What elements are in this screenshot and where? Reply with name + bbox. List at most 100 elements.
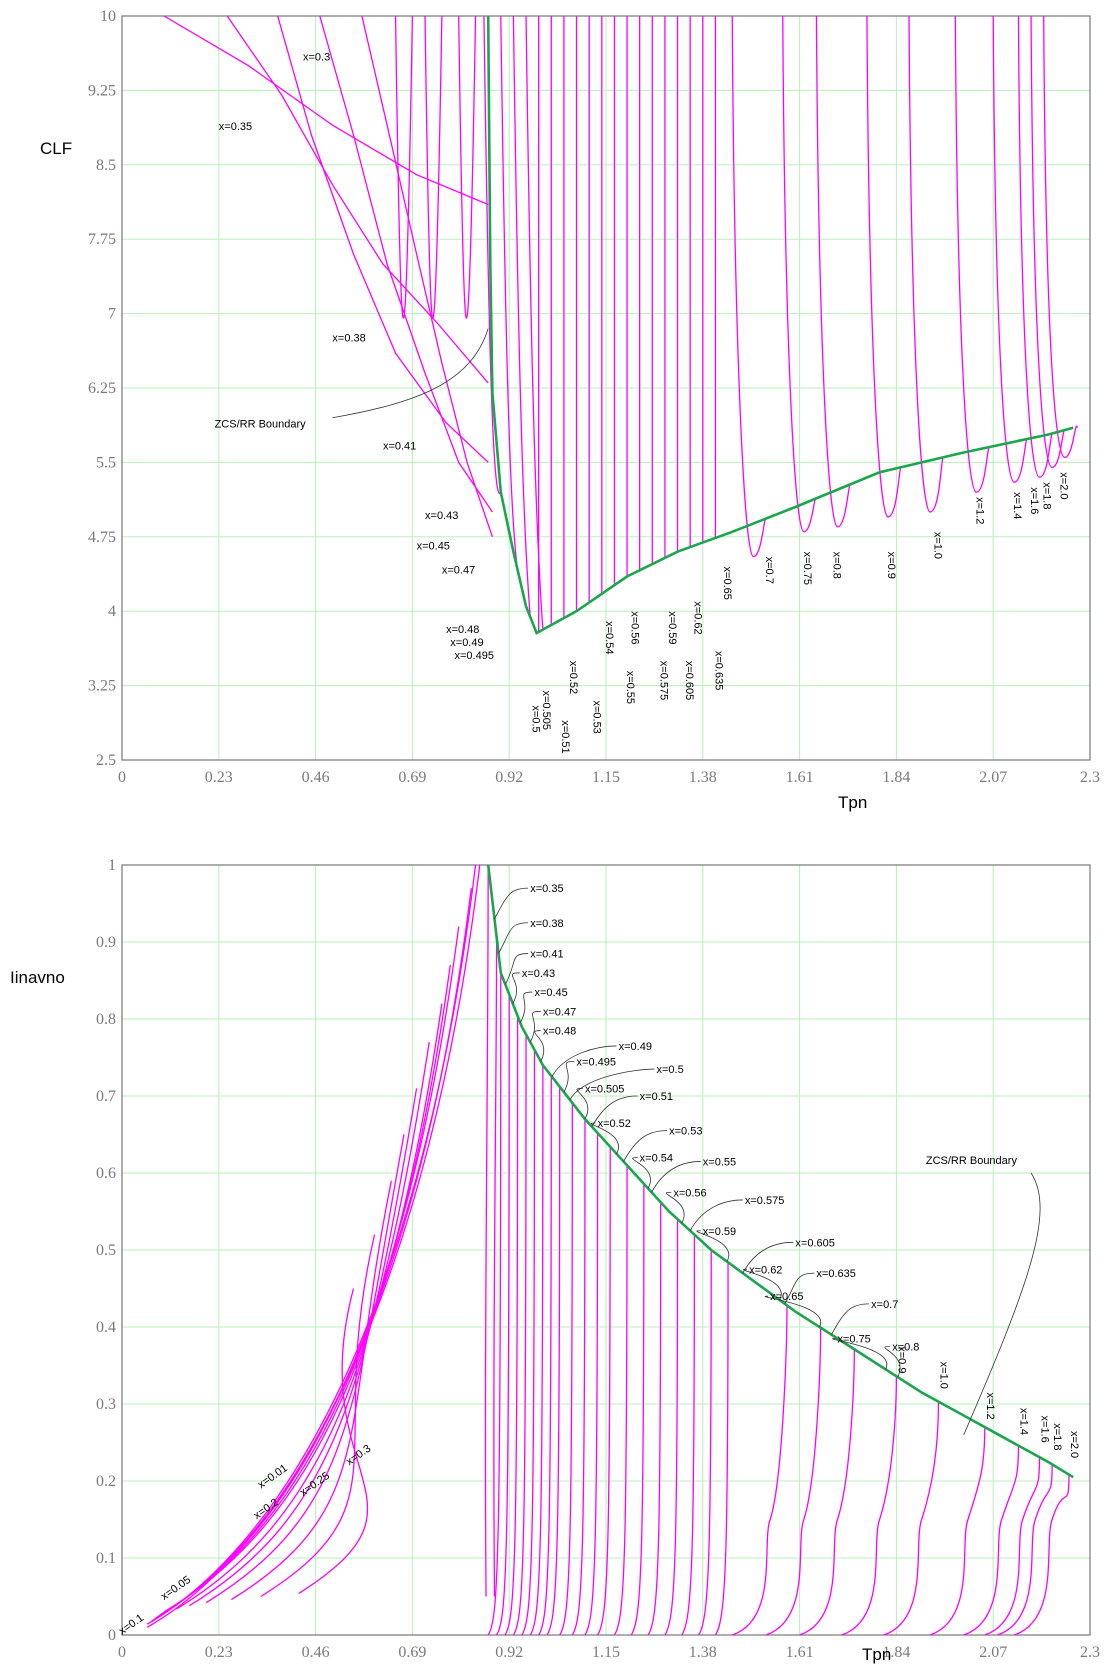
iinavno-label-leader	[563, 1060, 575, 1093]
iinavno-curve-label: x=0.59	[703, 1226, 736, 1238]
clf-series-curve	[361, 15, 494, 538]
iinavno-x-ticks: 0 0.23 0.46 0.69 0.92 1.15 1.38 1.61 1.84 2.07 2.3	[118, 1644, 1100, 1661]
iinavno-series-curve	[521, 1049, 536, 1636]
iinavno-series-curve	[487, 972, 502, 1636]
clf-y-tick-label: 5.5	[96, 454, 116, 471]
iinavno-curve-label: x=0.41	[530, 949, 563, 961]
iinavno-series-curve	[512, 1034, 527, 1636]
clf-y-axis-label: CLF	[40, 139, 72, 158]
clf-y-tick-label: 4.75	[88, 529, 116, 546]
clf-curve-label: x=0.49	[450, 637, 483, 649]
iinavno-series-curve	[1014, 1474, 1070, 1636]
iinavno-label-leader	[665, 1191, 685, 1224]
clf-x-tick-label: 0.46	[302, 769, 330, 786]
iinavno-x-axis-label: Tpn	[862, 1645, 891, 1664]
clf-y-tick-label: 7	[108, 306, 116, 323]
iinavno-series-curve	[571, 1119, 586, 1636]
iinavno-label-leader	[743, 1268, 782, 1301]
iinavno-label-leader	[534, 1030, 545, 1062]
iinavno-x-tick-label: 1.84	[882, 1644, 910, 1661]
iinavno-curve-label: x=0.605	[795, 1237, 834, 1249]
iinavno-series-curve	[984, 1457, 1041, 1636]
iinavno-curve-label: x=0.75	[837, 1334, 870, 1346]
clf-series-curve	[394, 15, 414, 319]
clf-annotations: x=0.3 x=0.35 x=0.38 x=0.41 x=0.43 x=0.45 x=0.4…	[215, 52, 1070, 754]
iinavno-series-curve	[883, 1401, 940, 1636]
iinavno-label-leader	[742, 1241, 794, 1274]
clf-curve-label: x=0.495	[454, 650, 493, 662]
iinavno-series-curve	[647, 1202, 662, 1636]
clf-curve-label: x=0.62	[691, 601, 703, 634]
clf-x-tick-label: 0.23	[205, 769, 233, 786]
iinavno-series-curve	[146, 864, 477, 1625]
clf-curve-label: x=0.51	[559, 720, 571, 753]
iinavno-label-leader	[784, 1272, 815, 1305]
iinavno-y-tick-label: 0.5	[96, 1242, 116, 1259]
iinavno-label-leader	[591, 1122, 619, 1154]
clf-y-tick-label: 9.25	[88, 82, 116, 99]
iinavno-series-curve	[260, 1234, 376, 1598]
iinavno-x-tick-label: 0.69	[398, 1644, 426, 1661]
iinavno-x-tick-label: 0.92	[495, 1644, 523, 1661]
iinavno-y-tick-label: 0	[108, 1627, 116, 1644]
clf-series-curve	[908, 15, 944, 513]
iinavno-series-curve	[546, 1086, 561, 1636]
iinavno-series-curve	[188, 1088, 418, 1607]
clf-y-tick-label: 10	[100, 8, 116, 25]
clf-curve-label: x=1.4	[1011, 492, 1023, 519]
iinavno-label-leader	[623, 1130, 668, 1162]
clf-curve-label: x=1.8	[1041, 482, 1053, 509]
clf-curve-label: x=0.48	[446, 624, 479, 636]
iinavno-x-tick-label: 2.07	[979, 1644, 1007, 1661]
iinavno-curve-label: x=1.8	[1051, 1423, 1063, 1450]
clf-series-curve	[1030, 15, 1066, 469]
clf-series-curve	[525, 15, 544, 630]
iinavno-series-curve	[484, 864, 489, 1597]
iinavno-curve-label: x=0.8	[892, 1341, 919, 1353]
clf-curve-label: x=0.75	[801, 552, 813, 585]
clf-x-ticks: 0 0.23 0.46 0.69 0.92 1.15 1.38 1.61 1.84 2.07 2.3	[118, 769, 1100, 786]
iinavno-series-curve	[231, 1180, 392, 1601]
clf-curve-label: x=0.45	[417, 541, 450, 553]
iinavno-curve-label: x=0.35	[530, 883, 563, 895]
iinavno-curve-label: x=0.9	[895, 1346, 907, 1373]
clf-series-curve	[1017, 15, 1053, 478]
iinavno-series-curve	[765, 1327, 822, 1636]
iinavno-curve-label: x=0.62	[749, 1264, 782, 1276]
iinavno-y-tick-label: 0.6	[96, 1165, 116, 1182]
clf-series-curve	[512, 15, 531, 618]
iinavno-label-leader	[551, 1045, 617, 1077]
iinavno-series-curve	[597, 1146, 611, 1636]
clf-curve-label: x=0.41	[383, 441, 416, 453]
clf-curve-label: x=2.0	[1058, 472, 1070, 499]
clf-curve-label: ZCS/RR Boundary	[215, 419, 307, 431]
iinavno-series-curve	[664, 1219, 679, 1636]
iinavno-label-leader	[884, 1345, 901, 1378]
iinavno-curve-label: x=0.575	[745, 1195, 784, 1207]
iinavno-curve-label: x=1.2	[984, 1392, 996, 1419]
iinavno-curve-label: x=0.54	[640, 1153, 673, 1165]
clf-series-curve	[458, 15, 477, 319]
iinavno-series-curve	[504, 1015, 519, 1636]
clf-series-curve	[731, 15, 767, 558]
clf-x-tick-label: 0.92	[495, 769, 523, 786]
iinavno-curve-label: x=0.5	[657, 1064, 684, 1076]
iinavno-label-leader	[831, 1303, 870, 1335]
clf-x-tick-label: 2.3	[1080, 769, 1100, 786]
clf-series-curve	[226, 15, 489, 384]
iinavno-series-curve	[151, 888, 472, 1622]
clf-series-curve	[866, 15, 902, 518]
iinavno-series-curve	[146, 864, 481, 1628]
iinavno-y-tick-label: 0.8	[96, 1011, 116, 1028]
clf-curve-label: x=0.38	[332, 332, 365, 344]
iinavno-chart: 0 0.23 0.46 0.69 0.92 1.15 1.38 1.61 1.84 2.07 2.3…	[10, 857, 1100, 1664]
iinavno-curve-label: x=0.56	[673, 1187, 706, 1199]
iinavno-curve-label: x=0.45	[534, 987, 567, 999]
iinavno-series-curve	[732, 1305, 788, 1636]
iinavno-label-leader	[498, 922, 529, 954]
iinavno-x-tick-label: 1.15	[592, 1644, 620, 1661]
iinavno-label-leader	[576, 1087, 589, 1120]
iinavno-curve-label: x=1.0	[937, 1362, 949, 1389]
iinavno-series-curve	[155, 926, 460, 1619]
